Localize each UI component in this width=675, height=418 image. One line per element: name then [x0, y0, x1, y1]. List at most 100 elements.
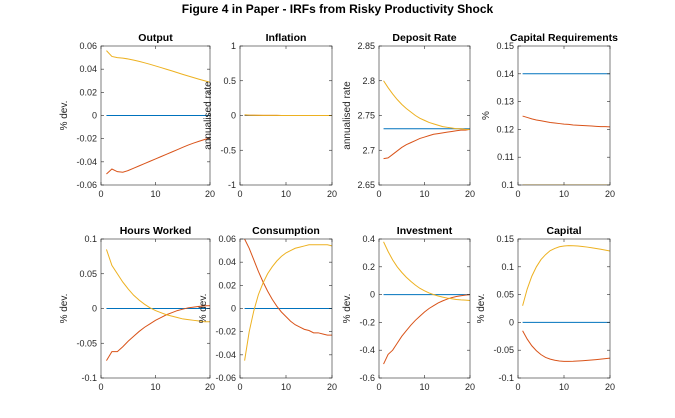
subplot-title: Capital Requirements [510, 32, 618, 44]
y-tick-label: 0.1 [84, 234, 97, 244]
y-tick-label: 0.12 [496, 124, 514, 134]
plot-area [518, 239, 610, 378]
y-tick-label: 2.85 [357, 41, 375, 51]
x-tick-label: 10 [559, 189, 569, 199]
x-tick-label: 10 [150, 189, 160, 199]
x-tick-label: 20 [205, 189, 215, 199]
y-tick-label: 0.4 [362, 234, 375, 244]
plot-area [379, 46, 470, 185]
y-tick-label: 2.65 [357, 180, 375, 190]
subplot-3: 0 10 20 2.65 2.7 2.75 2.8 2.85 Deposit Rate annua… [342, 32, 475, 199]
y-tick-label: 0.1 [501, 180, 514, 190]
y-tick-label: 0.06 [218, 234, 236, 244]
subplot-title: Inflation [266, 32, 307, 44]
subplot-7: 0 10 20 -0.6 -0.4 -0.2 0 0.2 0.4 Investment % dev. [342, 225, 475, 392]
y-tick-label: 0.11 [497, 152, 514, 162]
y-axis-label: annualised rate [203, 81, 214, 150]
y-tick-label: 2.8 [362, 76, 375, 86]
y-tick-label: -0.05 [493, 345, 514, 355]
y-tick-label: -0.1 [498, 373, 514, 383]
plot-area [518, 46, 610, 185]
y-tick-label: 2.7 [362, 145, 375, 155]
y-tick-label: 0.14 [496, 69, 514, 79]
y-tick-label: 2.75 [357, 111, 375, 121]
y-axis-label: % dev. [476, 294, 487, 324]
y-tick-label: -0.1 [81, 373, 97, 383]
y-tick-label: 0.13 [496, 97, 514, 107]
x-tick-label: 20 [327, 189, 337, 199]
y-tick-label: -0.4 [359, 345, 375, 355]
series-line-2 [522, 115, 610, 128]
subplot-title: Hours Worked [120, 225, 192, 237]
y-tick-label: 0 [509, 317, 514, 327]
x-tick-label: 0 [376, 189, 381, 199]
y-tick-label: -0.06 [76, 180, 97, 190]
y-tick-label: 0.02 [79, 87, 97, 97]
x-tick-label: 10 [559, 382, 569, 392]
series-line-2 [244, 239, 332, 336]
y-tick-label: 0.05 [496, 290, 514, 300]
y-tick-label: -0.02 [215, 327, 236, 337]
x-tick-label: 10 [150, 382, 160, 392]
y-tick-label: -1 [228, 180, 236, 190]
y-tick-label: -0.04 [215, 350, 236, 360]
subplot-8: 0 10 20 -0.1 -0.05 0 0.05 0.1 0.15 Capital % dev. [476, 225, 615, 392]
series-line-3 [244, 244, 332, 361]
series-line-3 [383, 80, 470, 130]
series-line-2 [106, 137, 210, 175]
x-tick-label: 10 [419, 382, 429, 392]
y-tick-label: -0.6 [359, 373, 375, 383]
y-axis-label: % dev. [59, 294, 70, 324]
y-tick-label: 1 [231, 41, 236, 51]
y-axis-label: % dev. [59, 101, 70, 131]
y-tick-label: 0.15 [496, 41, 514, 51]
y-tick-label: 0.1 [501, 262, 514, 272]
subplot-title: Capital [546, 225, 581, 237]
x-tick-label: 20 [205, 382, 215, 392]
x-tick-label: 20 [465, 189, 475, 199]
y-tick-label: 0 [92, 304, 97, 314]
y-tick-label: -0.05 [76, 338, 97, 348]
y-tick-label: 0 [370, 290, 375, 300]
y-axis-label: annualised rate [342, 81, 353, 150]
series-line-3 [106, 50, 210, 83]
series-line-2 [106, 305, 210, 361]
y-tick-label: 0.15 [496, 234, 514, 244]
x-tick-label: 20 [327, 382, 337, 392]
y-axis-label: % [481, 111, 492, 120]
y-tick-label: -0.02 [76, 134, 97, 144]
series-line-3 [383, 241, 470, 301]
y-tick-label: 0 [231, 111, 236, 121]
subplot-title: Consumption [252, 225, 320, 237]
y-axis-label: % dev. [342, 294, 353, 324]
y-tick-label: 0.04 [218, 257, 236, 267]
x-tick-label: 10 [281, 189, 291, 199]
series-line-3 [244, 114, 332, 116]
x-tick-label: 0 [237, 382, 242, 392]
x-tick-label: 20 [465, 382, 475, 392]
y-tick-label: 0.5 [223, 76, 236, 86]
y-tick-label: 0 [92, 111, 97, 121]
series-line-3 [522, 245, 610, 306]
series-line-2 [383, 294, 470, 365]
x-tick-label: 0 [515, 382, 520, 392]
x-tick-label: 0 [98, 189, 103, 199]
x-tick-label: 0 [376, 382, 381, 392]
x-tick-label: 10 [281, 382, 291, 392]
subplot-1: 0 10 20 -0.06 -0.04 -0.02 0 0.02 0.04 0.06 Output%… [59, 32, 215, 199]
subplot-2: 0 10 20 -1 -0.5 0 0.5 1 Inflation annualised rate [203, 32, 337, 199]
x-tick-label: 0 [515, 189, 520, 199]
subplot-title: Investment [397, 225, 453, 237]
subplot-5: 0 10 20 -0.1 -0.05 0 0.05 0.1 Hours Worked % dev. [59, 225, 215, 392]
y-axis-label: % dev. [198, 294, 209, 324]
x-tick-label: 0 [98, 382, 103, 392]
x-tick-label: 20 [605, 189, 615, 199]
x-tick-label: 0 [237, 189, 242, 199]
y-tick-label: -0.04 [76, 157, 97, 167]
subplot-title: Deposit Rate [392, 32, 456, 44]
series-line-3 [105, 249, 210, 323]
figure-title: Figure 4 in Paper - IRFs from Risky Prod… [181, 2, 494, 16]
y-tick-label: 0.04 [79, 64, 97, 74]
